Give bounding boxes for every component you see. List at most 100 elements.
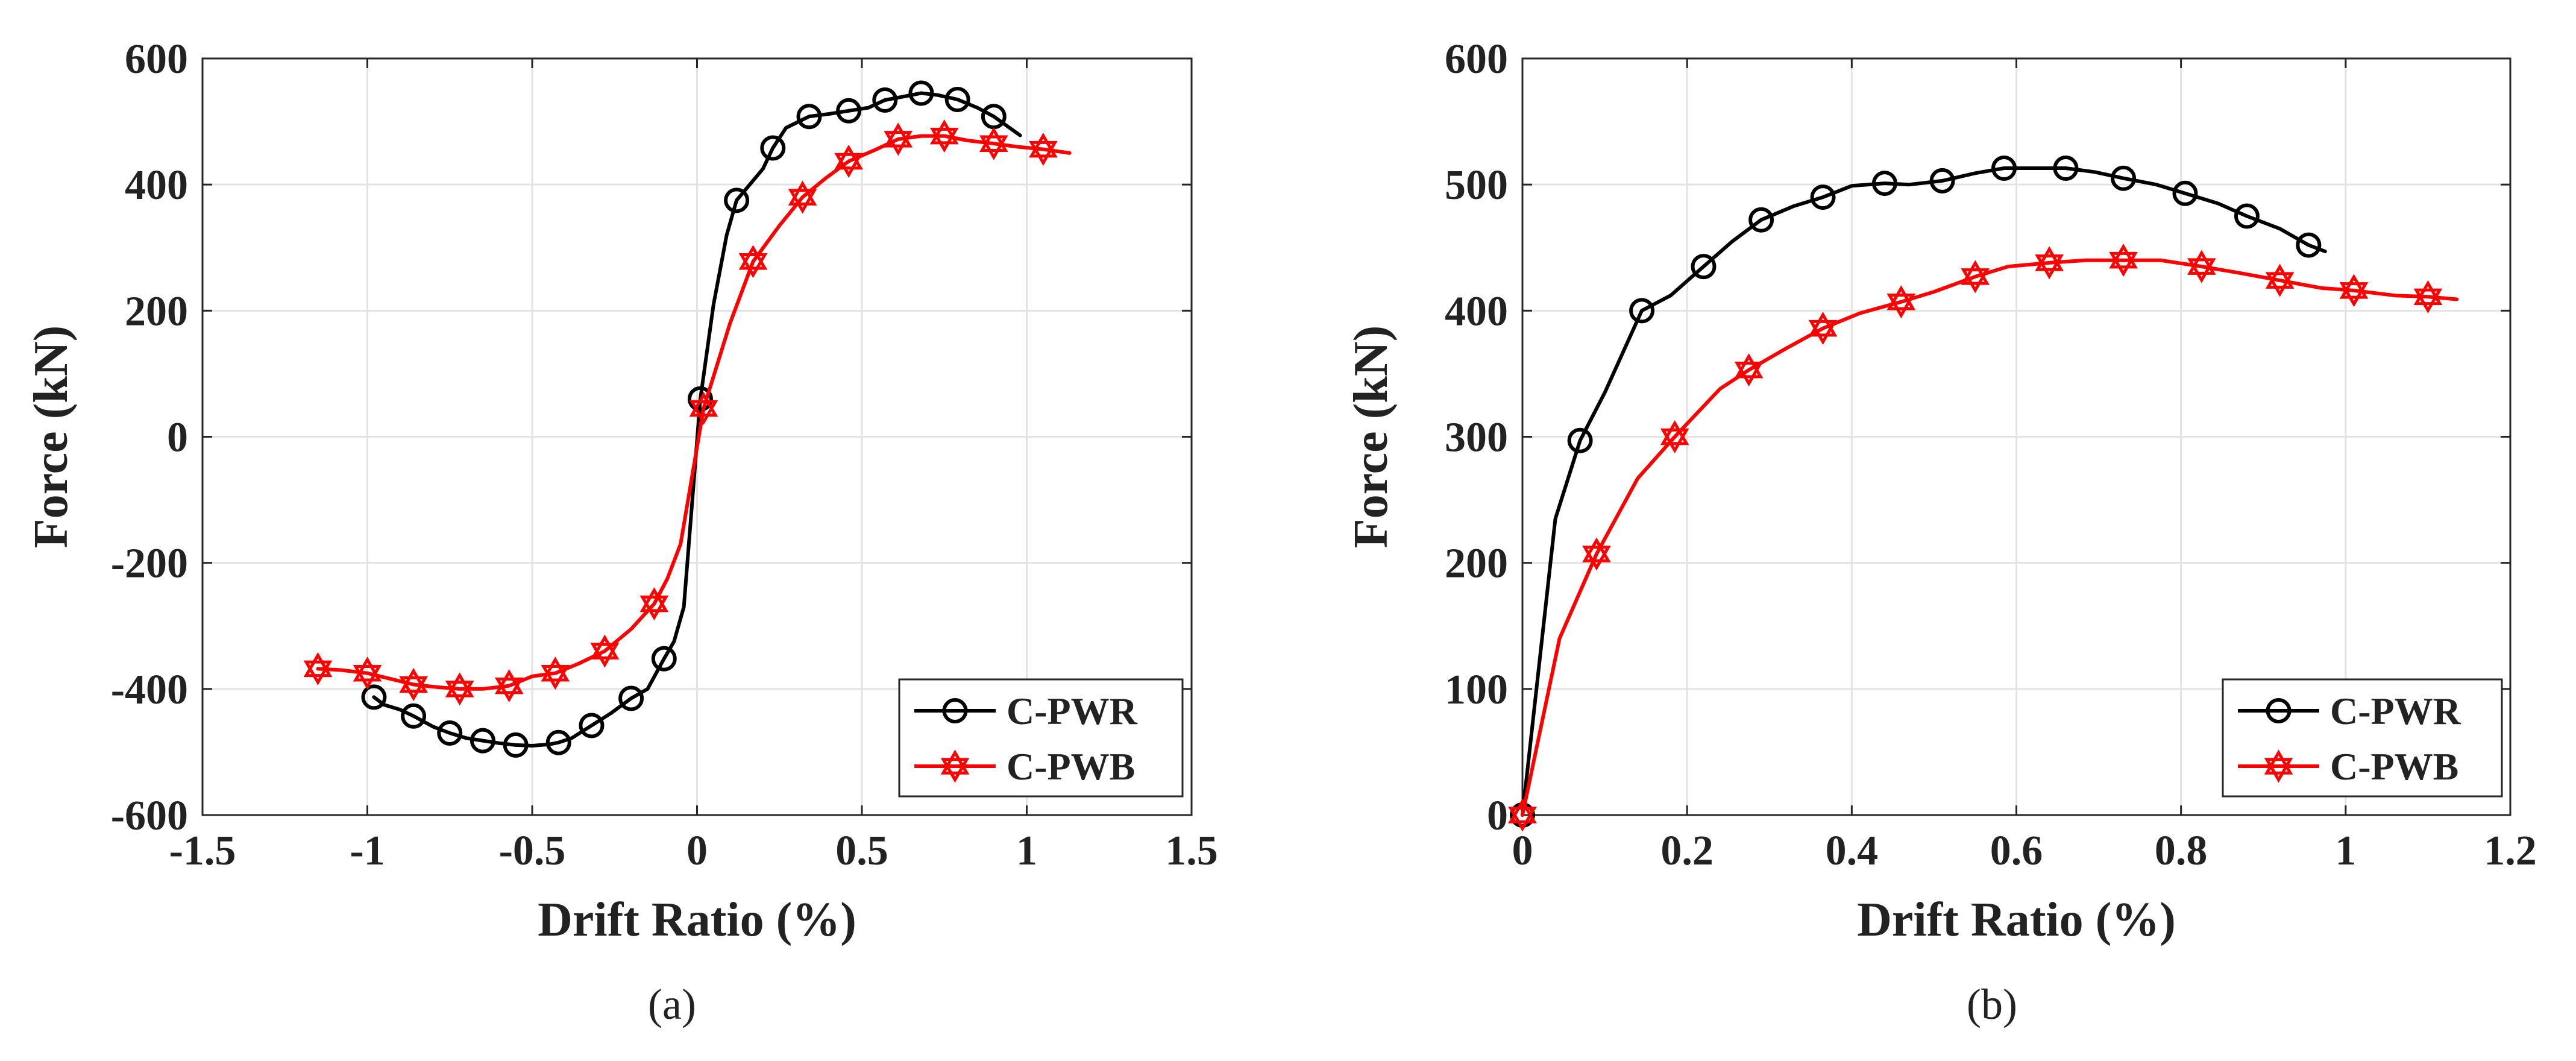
chart-a-series-c-pwr-marker [796, 104, 822, 130]
chart-a-legend-box [898, 678, 1184, 798]
chart-b-y-tick-label: 500 [1445, 162, 1508, 209]
chart-b-y-tick-label: 300 [1445, 415, 1508, 461]
chart-b-series-c-pwr-marker [1567, 427, 1593, 453]
chart-b-series-c-pwb-marker [2109, 244, 2138, 277]
chart-a-series-c-pwr-marker [760, 135, 786, 161]
chart-a-series-c-pwb-marker [689, 391, 718, 425]
chart-b-legend-box [2222, 678, 2503, 798]
chart-b-panel-label: (b) [1967, 980, 2017, 1028]
chart-panel-b: 0 0.2 0.4 0.6 0.8 1 1.2 0 100 200 300 400 500 600 Drif… [1345, 36, 2537, 1028]
chart-a-legend-label-c-pwr: C-PWR [1007, 690, 1138, 732]
chart-b-series-c-pwr-line [1521, 166, 2327, 817]
chart-b-x-tick-label: 1.2 [2484, 828, 2537, 874]
chart-b-legend-label-c-pwr: C-PWR [2330, 690, 2461, 732]
chart-b-series-c-pwr-marker [1629, 298, 1655, 324]
chart-b-x-tick-label: 0.6 [1990, 828, 2043, 874]
chart-a-series-c-pwr-marker [651, 646, 677, 672]
chart-a-panel-label: (a) [648, 980, 696, 1028]
chart-b-y-tick-label: 200 [1445, 541, 1508, 587]
chart-a-series-c-pwb-marker [639, 587, 669, 621]
chart-b-series-c-pwb-marker [2187, 250, 2216, 283]
chart-b-series-c-pwr-marker [2172, 180, 2198, 206]
chart-b-series-c-pwr-marker [1871, 171, 1897, 197]
chart-a-y-axis-label: Force (kN) [25, 326, 78, 549]
chart-a-series-c-pwb-marker [353, 656, 382, 690]
chart-a-series-c-pwb-marker [541, 656, 570, 690]
chart-a-series-c-pwr-marker [908, 80, 934, 106]
chart-b-series-c-pwb-marker [1508, 798, 1537, 832]
chart-a-series-c-pwr-marker [401, 703, 427, 729]
chart-a-series-c-pwr-marker [724, 187, 750, 213]
chart-b-series-c-pwb-marker [2413, 280, 2443, 313]
chart-a-y-tick-label: -600 [111, 793, 188, 839]
chart-a-y-tick-label: 200 [125, 288, 188, 335]
chart-b-series-c-pwr-marker [1991, 155, 2017, 181]
chart-b-x-axis-label: Drift Ratio (%) [1857, 893, 2176, 946]
chart-b-series-c-pwr-marker [2296, 232, 2322, 258]
chart-a-series-c-pwr-marker [579, 713, 605, 738]
chart-b-x-tick-label: 0.2 [1660, 828, 1714, 874]
chart-b-x-tick-label: 0 [1512, 828, 1533, 874]
chart-a-series-c-pwr-marker [470, 728, 495, 754]
chart-b-series-c-pwr-marker [1748, 207, 1774, 233]
chart-a-series-c-pwr-marker [687, 386, 713, 412]
chart-b-series-c-pwb-marker [2265, 263, 2295, 297]
chart-a-series-c-pwb-marker [788, 180, 817, 214]
chart-a-x-tick-label: 0 [686, 828, 708, 874]
chart-b-y-tick-label: 100 [1445, 667, 1508, 713]
chart-a-series-c-pwb-marker [979, 127, 1008, 160]
chart-a-series-c-pwr-marker [545, 729, 571, 755]
chart-b-y-tick-label: 600 [1445, 36, 1508, 83]
chart-b-series-c-pwb-marker [1660, 420, 1689, 454]
chart-a-y-tick-label: 600 [125, 36, 188, 83]
chart-b-legend-label-c-pwb: C-PWB [2330, 745, 2458, 788]
chart-a-series-c-pwr-marker [361, 684, 387, 710]
chart-b-y-tick-label: 400 [1445, 288, 1508, 335]
chart-a-x-tick-label: -0.5 [499, 828, 566, 874]
chart-a-x-tick-label: 0.5 [835, 828, 888, 874]
chart-a-series-c-pwb-marker [1029, 133, 1058, 166]
chart-b-series-c-pwb-marker [1808, 312, 1838, 345]
chart-a-x-tick-label: 1 [1016, 828, 1037, 874]
chart-a-series-c-pwb-marker [590, 634, 620, 668]
chart-a-series-c-pwr-marker [503, 732, 529, 758]
chart-b-series-c-pwr-marker [1691, 254, 1717, 280]
chart-a-series-c-pwr-marker [437, 720, 463, 746]
chart-a-x-tick-label: -1.5 [169, 828, 236, 874]
chart-b-series-c-pwb-marker [2339, 274, 2369, 307]
chart-b-x-tick-label: 0.4 [1826, 828, 1879, 874]
chart-b-series-c-pwr-marker [2111, 165, 2137, 191]
chart-a-y-tick-label: 400 [125, 162, 188, 209]
chart-a-series-c-pwb-marker [494, 669, 524, 703]
chart-a-x-tick-label: -1 [350, 828, 385, 874]
chart-b-legend-marker-c-pwr [2266, 698, 2292, 723]
chart-b-series-c-pwr-marker [2234, 203, 2260, 229]
chart-a-series-c-pwb-marker [399, 668, 428, 702]
chart-a-series-c-pwr-line [372, 91, 1022, 748]
chart-a-series-c-pwb-marker [303, 652, 333, 685]
chart-a-series-c-pwb-marker [834, 144, 863, 178]
chart-a-series-c-pwb-marker [738, 245, 768, 279]
chart-b-series-c-pwb-marker [1886, 285, 1916, 319]
chart-a-legend-marker-c-pwr [942, 698, 968, 723]
chart-a-y-tick-label: -200 [111, 541, 188, 587]
chart-b-y-axis-label: Force (kN) [1345, 326, 1398, 549]
chart-panel-a: -1.5 -1 -0.5 0 0.5 1 1.5 -600 -400 -200 0 200 400 600… [25, 36, 1218, 1028]
chart-a-series-c-pwr-marker [618, 685, 644, 711]
chart-b-x-tick-label: 1 [2335, 828, 2356, 874]
chart-b-series-c-pwr-marker [2053, 155, 2079, 181]
chart-b-series-c-pwr-marker [1810, 184, 1836, 210]
chart-a-series-c-pwr-marker [836, 98, 862, 124]
chart-a-series-c-pwb-marker [445, 672, 474, 706]
chart-b-series-c-pwb-marker [2035, 246, 2064, 280]
chart-a-series-c-pwb-marker [929, 119, 959, 153]
chart-b-y-tick-label: 0 [1487, 793, 1508, 839]
chart-b-series-c-pwb-marker [1734, 353, 1764, 387]
chart-a-series-c-pwb-marker [884, 122, 913, 156]
chart-b-series-c-pwr-marker [1929, 168, 1955, 194]
chart-b-x-tick-label: 0.8 [2155, 828, 2208, 874]
chart-a-y-tick-label: -400 [111, 667, 188, 713]
chart-b-series-c-pwb-marker [1961, 260, 1990, 294]
chart-a-legend-label-c-pwb: C-PWB [1007, 745, 1135, 788]
